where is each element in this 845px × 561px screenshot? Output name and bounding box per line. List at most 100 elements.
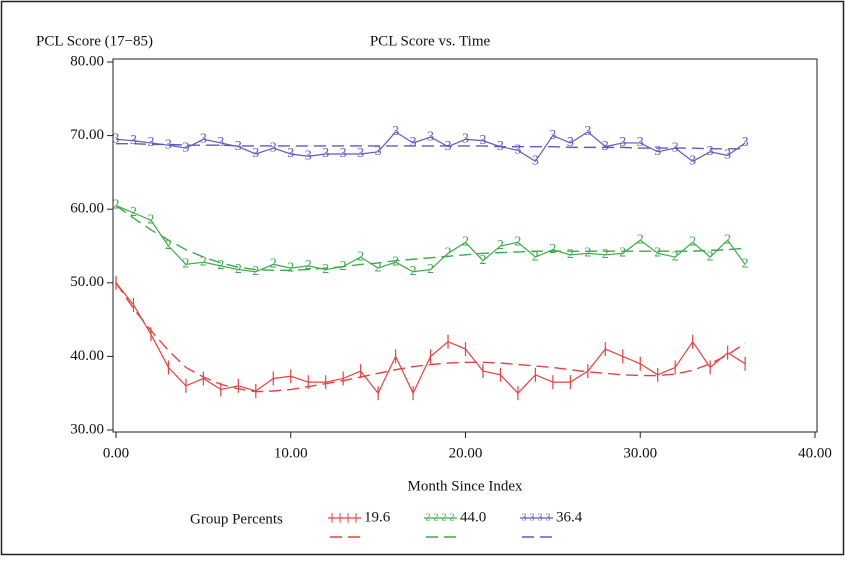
legend-title: Group Percents: [190, 511, 283, 527]
marker: 2: [147, 212, 154, 227]
marker: 3: [410, 135, 417, 150]
marker: 3: [427, 129, 434, 144]
marker: 2: [165, 238, 172, 253]
marker: 2: [724, 232, 731, 247]
marker: 3: [270, 140, 277, 155]
marker: 2: [672, 249, 679, 264]
y-tick-label: 50.00: [70, 274, 104, 290]
legend-marker: 3: [530, 512, 535, 523]
marker: 3: [654, 144, 661, 159]
marker: 3: [340, 146, 347, 161]
marker: 2: [322, 262, 329, 277]
observed-line: [115, 282, 746, 395]
marker: 2: [113, 198, 120, 213]
marker: 2: [235, 262, 242, 277]
marker: 2: [182, 257, 189, 272]
y-tick-label: 70.00: [70, 127, 104, 143]
marker: 3: [200, 131, 207, 146]
marker: 3: [445, 139, 452, 154]
x-tick-label: 0.00: [103, 445, 129, 461]
marker: 3: [584, 124, 591, 139]
marker: 3: [462, 131, 469, 146]
marker: 2: [287, 260, 294, 275]
marker: 3: [235, 139, 242, 154]
fitted-line: [115, 282, 746, 393]
legend-label: 44.0: [460, 509, 486, 525]
marker: 3: [549, 128, 556, 143]
chart-title: PCL Score vs. Time: [370, 33, 491, 49]
marker: 2: [462, 235, 469, 250]
marker: 2: [497, 238, 504, 253]
marker: 2: [637, 232, 644, 247]
marker: 2: [619, 246, 626, 261]
marker: 3: [707, 144, 714, 159]
marker: 2: [270, 257, 277, 272]
marker: 3: [252, 146, 259, 161]
marker: 3: [532, 154, 539, 169]
marker: 2: [130, 205, 137, 220]
marker: 2: [689, 235, 696, 250]
marker: 2: [654, 246, 661, 261]
marker: 2: [305, 258, 312, 273]
x-tick-label: 10.00: [274, 445, 308, 461]
marker: 3: [689, 154, 696, 169]
marker: 3: [165, 137, 172, 152]
legend-marker: 2: [426, 512, 431, 523]
marker: 2: [410, 264, 417, 279]
marker: 3: [514, 143, 521, 158]
fitted-line: [115, 204, 746, 271]
marker: 2: [514, 235, 521, 250]
y-axis-label: PCL Score (17−85): [36, 33, 153, 49]
y-tick-label: 80.00: [70, 53, 104, 69]
y-tick-label: 40.00: [70, 348, 104, 364]
legend-marker: 3: [538, 512, 543, 523]
observed-line: [115, 204, 746, 273]
fitted-line: [116, 142, 746, 150]
y-tick-label: 30.00: [70, 421, 104, 437]
marker: 3: [182, 140, 189, 155]
observed-line: [115, 131, 746, 163]
marker: 2: [707, 249, 714, 264]
marker: 2: [252, 264, 259, 279]
marker: 2: [357, 249, 364, 264]
marker: 3: [724, 148, 731, 163]
marker: 3: [619, 135, 626, 150]
marker: 2: [742, 257, 749, 272]
marker: 2: [427, 262, 434, 277]
marker: 3: [130, 133, 137, 148]
marker: 3: [113, 131, 120, 146]
legend-marker: 2: [442, 512, 447, 523]
marker: 3: [305, 148, 312, 163]
marker: 3: [742, 135, 749, 150]
marker: 3: [357, 146, 364, 161]
y-tick-label: 60.00: [70, 201, 104, 217]
marker: 2: [584, 246, 591, 261]
legend-label: 36.4: [556, 509, 583, 525]
marker: 2: [217, 258, 224, 273]
marker: 3: [637, 135, 644, 150]
legend-label: 19.6: [364, 509, 391, 525]
legend-marker: 2: [434, 512, 439, 523]
marker: 3: [217, 135, 224, 150]
marker: 3: [375, 144, 382, 159]
x-tick-label: 30.00: [623, 445, 657, 461]
marker: 3: [497, 139, 504, 154]
marker: 3: [567, 135, 574, 150]
marker: 3: [672, 140, 679, 155]
legend-marker: 2: [450, 512, 455, 523]
marker: 3: [287, 146, 294, 161]
marker: 3: [479, 133, 486, 148]
marker: 2: [340, 259, 347, 274]
marker: 2: [392, 254, 399, 269]
legend-marker: 3: [546, 512, 551, 523]
marker: 3: [602, 139, 609, 154]
marker: 2: [549, 242, 556, 257]
marker: 2: [479, 253, 486, 268]
x-axis-label: Month Since Index: [408, 478, 523, 494]
marker: 3: [322, 146, 329, 161]
marker: 3: [147, 135, 154, 150]
x-tick-label: 20.00: [449, 445, 483, 461]
marker: 2: [375, 260, 382, 275]
